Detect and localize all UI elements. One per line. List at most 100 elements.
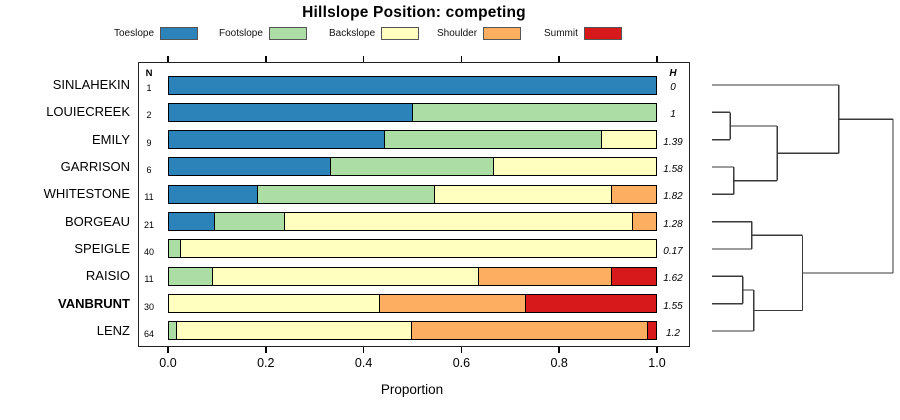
n-value: 9 [146,137,152,148]
bar-row-lenz [168,321,657,341]
row-label-emily: EMILY [91,131,130,147]
bar-segment-backslope [493,158,656,176]
axis-tick-label: 1.0 [648,356,666,370]
n-column-header: N [145,68,153,79]
bar-segment-backslope [176,322,413,340]
bar-segment-footslope [169,322,177,340]
h-value: 1.62 [663,273,683,285]
bar-segment-shoulder [478,267,612,285]
bar-segment-backslope [181,240,656,258]
legend-label: Backslope [329,28,376,39]
h-column-header: H [669,68,677,79]
legend-item-backslope: Backslope [329,26,420,41]
n-value: 6 [146,164,152,175]
n-value: 21 [143,219,154,230]
axis-tick-bottom [362,347,365,353]
row-label-louiecreek: LOUIECREEK [46,104,130,120]
legend-swatch-shoulder [483,27,522,40]
legend-item-footslope: Footslope [219,26,307,41]
bar-segment-toeslope [169,103,413,121]
axis-tick-top [167,56,169,62]
row-label-borgeau: BORGEAU [64,213,130,229]
row-label-whitestone: WHITESTONE [43,186,130,202]
bar-row-raisio [168,266,657,286]
axis-tick-bottom [558,347,560,353]
row-label-garrison: GARRISON [60,158,130,174]
row-label-vanbrunt: VANBRUNT [58,295,130,311]
axis-tick-label: 0.0 [159,356,177,370]
bar-segment-shoulder [412,322,649,340]
legend-label: Footslope [219,28,263,39]
axis-tick-label: 0.4 [354,356,373,370]
legend-swatch-summit [583,27,622,40]
bar-segment-footslope [412,103,656,121]
legend-item-shoulder: Shoulder [437,26,522,41]
row-label-speigle: SPEIGLE [74,240,130,256]
bar-segment-backslope [213,267,479,285]
row-label-raisio: RAISIO [85,268,130,284]
axis-tick-label: 0.6 [452,356,471,370]
bar-row-speigle [168,239,657,259]
chart-title: Hillslope Position: competing [302,4,526,21]
h-value: 1.55 [663,300,683,312]
h-value: 0.17 [663,245,683,257]
legend-label: Shoulder [437,28,478,39]
bar-segment-footslope [215,213,285,231]
n-value: 11 [144,274,154,285]
axis-tick-top [265,56,267,62]
n-value: 2 [146,110,152,121]
axis-tick-top [460,56,463,62]
bar-row-sinlahekin [168,75,657,95]
legend-label: Summit [544,28,578,39]
bar-segment-toeslope [169,158,332,176]
axis-tick-bottom [167,347,169,353]
bar-segment-summit [525,295,656,313]
row-label-sinlahekin: SINLAHEKIN [52,77,130,92]
bar-segment-toeslope [169,213,216,231]
legend-swatch-footslope [268,27,307,40]
bar-row-emily [168,130,657,150]
bar-segment-summit [611,267,656,285]
row-label-lenz: LENZ [96,322,130,338]
bar-segment-footslope [385,131,602,149]
bar-segment-backslope [284,213,633,231]
h-value: 1.28 [663,218,683,230]
legend-item-summit: Summit [544,26,622,41]
axis-tick-bottom [265,347,267,353]
bar-segment-shoulder [379,295,526,313]
n-value: 11 [144,192,154,203]
bar-segment-footslope [169,240,182,258]
axis-tick-top [558,56,560,62]
x-axis-title: Proportion [380,382,444,397]
plot-frame [138,62,690,347]
bar-segment-footslope [331,158,494,176]
n-value: 30 [143,301,154,312]
n-value: 1 [146,83,152,93]
axis-tick-top [656,56,658,62]
bar-segment-backslope [434,185,612,203]
h-value: 0 [670,82,676,93]
n-value: 40 [143,246,154,257]
axis-tick-label: 0.8 [550,356,568,370]
axis-tick-top [362,56,365,62]
bar-row-vanbrunt [168,294,657,314]
bar-row-whitestone [168,184,657,204]
bar-row-borgeau [168,212,657,232]
bar-segment-footslope [169,267,214,285]
axis-tick-bottom [656,347,658,353]
bar-segment-toeslope [169,76,656,94]
bar-row-louiecreek [168,102,657,122]
h-value: 1.39 [663,136,683,148]
legend-swatch-backslope [381,27,420,40]
n-value: 64 [143,328,154,339]
bar-row-garrison [168,157,657,177]
h-value: 1.82 [663,191,683,203]
bar-segment-summit [648,322,656,340]
bar-segment-shoulder [611,185,656,203]
h-value: 1.2 [666,327,680,339]
bar-segment-toeslope [169,185,258,203]
bar-segment-backslope [169,295,380,313]
axis-tick-bottom [460,347,463,353]
bar-segment-backslope [601,131,656,149]
